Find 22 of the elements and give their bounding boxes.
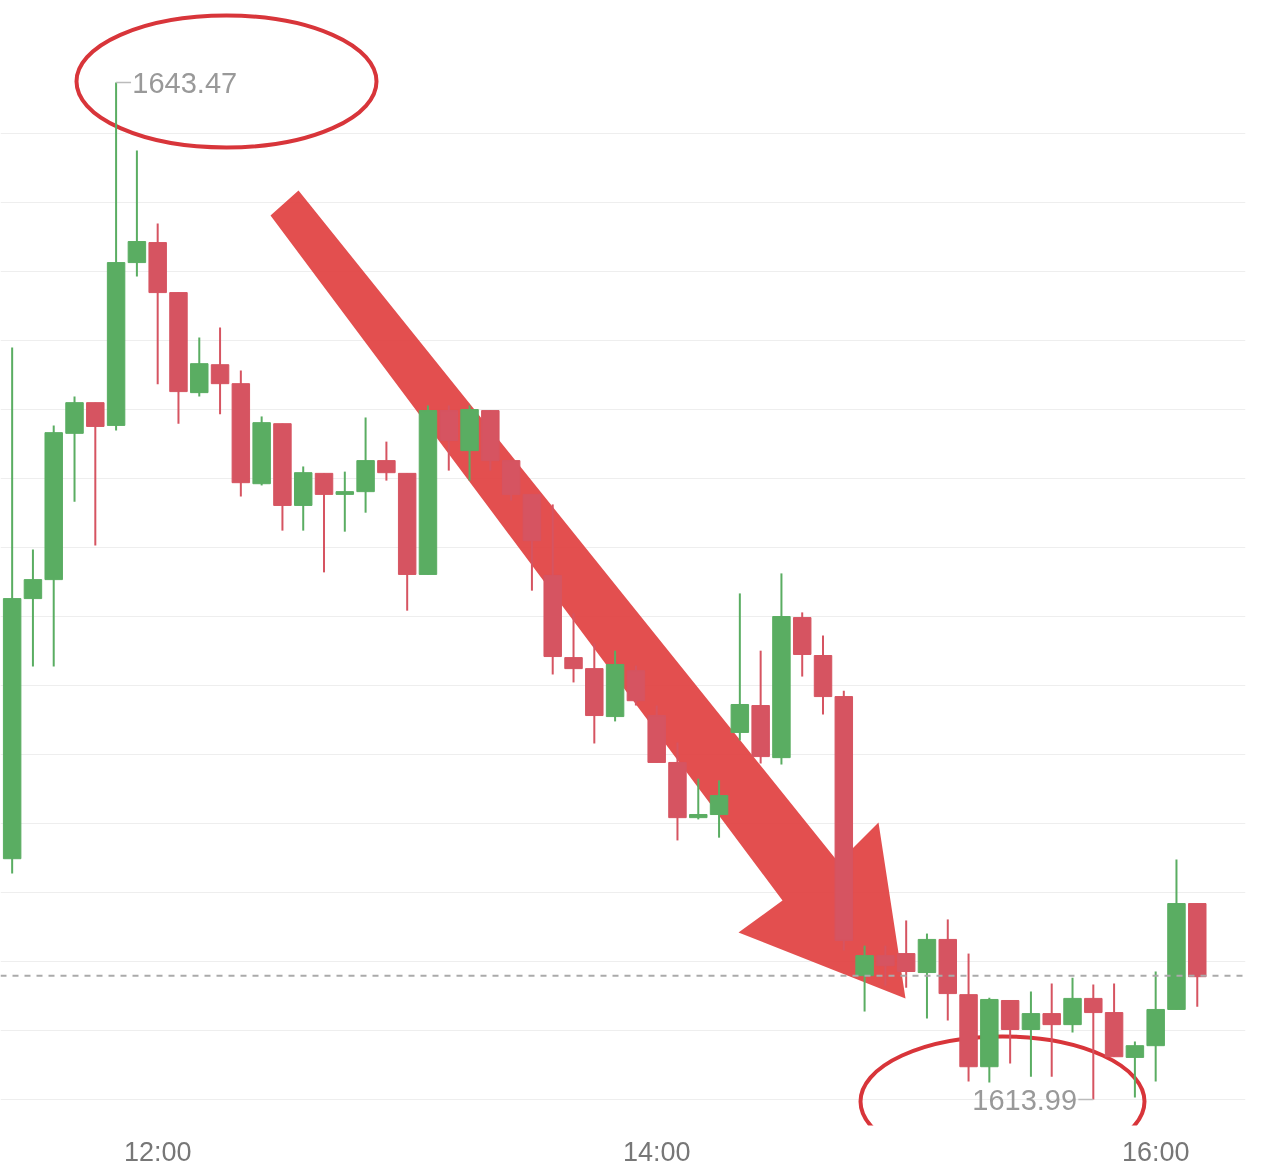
candlestick (709, 779, 729, 839)
candlestick (564, 612, 583, 684)
candlestick (86, 401, 105, 547)
candlestick (896, 919, 916, 989)
candlestick (335, 470, 355, 533)
candlestick (1084, 983, 1103, 1101)
candlestick (689, 777, 708, 821)
x-tick-label: 16:00 (1121, 1136, 1190, 1167)
candlestick (855, 944, 874, 1013)
candlestick (1125, 1040, 1145, 1099)
candlestick (1021, 990, 1041, 1078)
candlestick (314, 472, 334, 574)
annotation: 1643.47 (132, 66, 238, 99)
x-tick-label: 14:00 (622, 1136, 691, 1167)
candlestick (210, 326, 230, 416)
x-tick-label: 12:00 (123, 1136, 192, 1167)
candlestick (23, 548, 43, 668)
candlestick (1042, 982, 1061, 1078)
candlestick (377, 440, 396, 482)
candlestick (127, 149, 147, 278)
candlestick (876, 944, 895, 987)
annotation: 1613.99 (972, 1083, 1078, 1116)
